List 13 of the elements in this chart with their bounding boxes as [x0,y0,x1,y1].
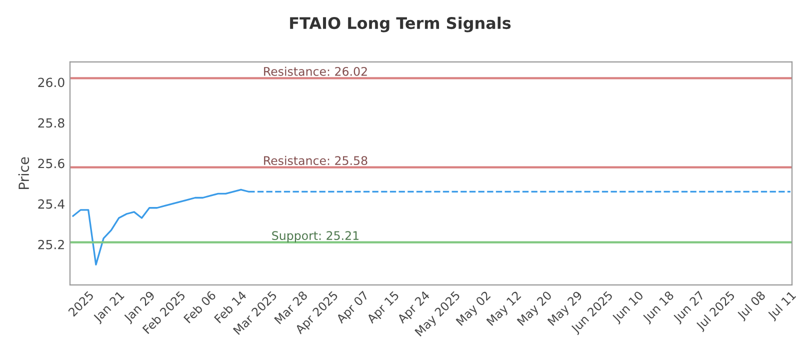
y-tick-label: 25.4 [38,199,64,209]
x-tick-label: Jul 08 [736,290,768,322]
y-tick-label: 25.2 [38,240,64,250]
x-tick-label: Jun 18 [642,290,676,325]
ref-line-label: Support: 25.21 [272,231,358,242]
y-tick-label: 25.8 [38,118,64,128]
y-tick-label: 26.0 [38,78,64,88]
x-tick-label: Jul 11 [766,290,798,322]
ref-line-label: Resistance: 25.58 [264,156,368,166]
chart-title: FTAIO Long Term Signals [290,16,511,32]
y-tick-label: 25.6 [38,158,64,168]
ref-line-label: Resistance: 26.02 [264,66,367,76]
y-axis-title: Price [18,157,30,190]
